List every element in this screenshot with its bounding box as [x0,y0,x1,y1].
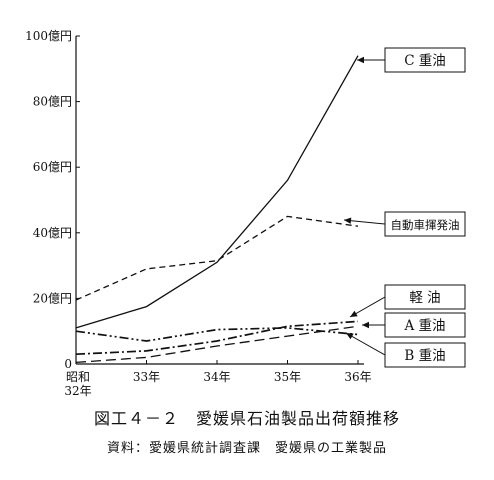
legend-entry: A 重油 [362,312,466,338]
y-tick-label: 40億円 [33,226,72,240]
series-line [75,325,359,364]
legend-arrowhead [350,310,358,317]
x-tick-label: 昭和 32年 [64,370,91,398]
legend-arrow [345,332,386,356]
legend-label: C 重油 [404,53,446,69]
legend-box [384,284,466,310]
legend-box [384,312,466,338]
legend-arrowhead [357,56,364,64]
x-tick-label: 36年 [344,370,371,384]
legend-box [384,342,466,368]
legend-entry: B 重油 [345,332,466,368]
series-line [75,320,359,356]
legend-entry: C 重油 [357,47,466,73]
series-line [75,215,359,301]
legend-label: B 重油 [404,348,445,364]
figure-number: 図工４－２ [93,409,179,428]
legend-label: 自動車揮発油 [391,218,460,232]
legend-label: 軽 油 [409,290,440,306]
legend-box [384,47,466,73]
legend-entry: 軽 油 [349,284,466,318]
legend-arrowhead [344,217,352,224]
series-line [75,327,359,342]
legend-entry: 自動車揮発油 [343,211,466,237]
axes [75,35,364,365]
series-line [75,55,359,329]
y-tick-label: 100億円 [25,29,72,43]
y-tick-label: 0 [64,357,72,371]
y-tick-label: 80億円 [33,95,72,109]
figure-title: 愛媛県石油製品出荷額推移 [196,409,401,428]
legend-arrowhead [346,333,354,340]
figure-caption: 図工４－２ 愛媛県石油製品出荷額推移 [0,405,494,429]
y-tick-label: 20億円 [33,291,72,305]
x-tick-label: 35年 [274,370,301,384]
x-tick-label: 34年 [203,370,230,384]
legend-label: A 重油 [403,318,445,334]
y-tick-label: 60億円 [33,160,72,174]
x-tick-label: 33年 [133,370,160,384]
figure-source: 資料：愛媛県統計調査課 愛媛県の工業製品 [106,441,387,456]
legend-arrowhead [362,321,369,329]
series-lines [75,55,359,364]
